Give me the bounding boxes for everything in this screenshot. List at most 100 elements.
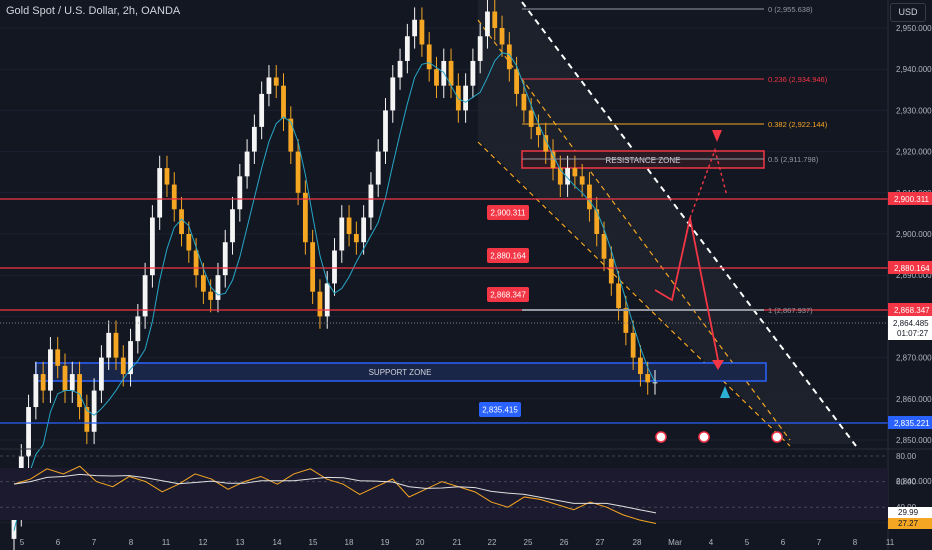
projection-arrowhead bbox=[712, 360, 724, 370]
axis-level-bg bbox=[888, 192, 932, 205]
time-tick-label: 7 bbox=[817, 538, 822, 547]
candle-body bbox=[281, 85, 286, 119]
candle-body bbox=[499, 28, 505, 45]
candle-body bbox=[579, 176, 585, 185]
time-tick-label: Mar bbox=[668, 538, 682, 547]
candle-body bbox=[565, 168, 570, 185]
time-tick-label: 12 bbox=[199, 538, 208, 547]
candle-body bbox=[69, 374, 75, 391]
candle-body bbox=[616, 283, 621, 309]
axis-level-label: 2,868.347 bbox=[894, 306, 930, 315]
candle-body bbox=[353, 234, 359, 243]
candle-body bbox=[11, 514, 17, 539]
fib-label: 0.382 (2,922.144) bbox=[768, 120, 828, 129]
price-tick-label: 2,870.000 bbox=[896, 354, 932, 363]
candle-body bbox=[594, 209, 600, 234]
time-tick-label: 6 bbox=[56, 538, 61, 547]
time-tick-label: 11 bbox=[162, 538, 171, 547]
fib-label: 0 (2,955.638) bbox=[768, 5, 813, 14]
candle-body bbox=[521, 93, 527, 111]
candle-body bbox=[251, 126, 257, 152]
fib-label: 0.236 (2,934.946) bbox=[768, 75, 828, 84]
time-tick-label: 11 bbox=[886, 538, 895, 547]
current-price-label: 2,864.485 bbox=[893, 319, 929, 328]
candle-body bbox=[237, 176, 243, 210]
event-flag-icon bbox=[771, 431, 783, 443]
level-label-bg bbox=[487, 287, 529, 302]
candle-body bbox=[645, 374, 651, 383]
currency-button[interactable]: USD bbox=[890, 3, 926, 22]
candle-body bbox=[434, 69, 439, 86]
candle-body bbox=[295, 151, 301, 193]
time-axis[interactable]: 5 6 7 8 11 12 13 14 15 18 19 20 21 22 25 26 27 28 Mar 4 5 6 7 8… bbox=[20, 538, 895, 547]
candle-body bbox=[288, 118, 294, 152]
buy-arrow-icon bbox=[720, 386, 730, 398]
candle-body bbox=[106, 332, 112, 358]
candle-body bbox=[324, 283, 330, 317]
axis-level-bg bbox=[888, 261, 932, 274]
candle-body bbox=[128, 341, 133, 375]
candle-body bbox=[179, 209, 184, 234]
candle-body bbox=[404, 36, 410, 61]
candle-body bbox=[273, 77, 279, 86]
time-tick-label: 21 bbox=[453, 538, 462, 547]
time-tick-label: 7 bbox=[92, 538, 97, 547]
time-tick-label: 15 bbox=[309, 538, 318, 547]
candle-body bbox=[62, 365, 68, 391]
candle-body bbox=[332, 250, 337, 284]
candle-body bbox=[84, 407, 90, 432]
candle-body bbox=[113, 332, 119, 358]
candle-body bbox=[200, 275, 206, 292]
candle-body bbox=[193, 250, 199, 276]
candle-body bbox=[397, 60, 403, 78]
candle-body bbox=[608, 258, 614, 284]
candle-body bbox=[506, 44, 512, 70]
level-label: 2,900.311 bbox=[491, 209, 527, 218]
candle-body bbox=[426, 44, 432, 70]
candle-body bbox=[528, 110, 534, 127]
current-price-bg bbox=[888, 316, 932, 340]
overlays-layer: 2,900.311 2,880.164 2,868.347 2,835.415 0 (2… bbox=[0, 5, 888, 443]
chart-title: Gold Spot / U.S. Dollar, 2h, OANDA bbox=[6, 5, 181, 17]
axis-level-bg bbox=[888, 303, 932, 316]
candle-body bbox=[26, 407, 31, 457]
candle-body bbox=[99, 357, 104, 391]
candle-body bbox=[244, 151, 250, 177]
axis-level-label: 2,835.221 bbox=[894, 419, 930, 428]
candle-body bbox=[536, 126, 541, 136]
candle-body bbox=[412, 19, 418, 37]
rsi-ma-line bbox=[13, 473, 657, 514]
candle-body bbox=[514, 69, 520, 94]
time-tick-label: 18 bbox=[345, 538, 354, 547]
channel-lower-line bbox=[477, 141, 791, 447]
candle-body bbox=[470, 60, 476, 86]
price-tick-label: 2,850.000 bbox=[896, 436, 932, 445]
price-axis[interactable]: 2,950.0002,940.0002,930.0002,920.0002,91… bbox=[887, 0, 932, 550]
candle-body bbox=[339, 217, 345, 251]
candle-body bbox=[463, 85, 469, 111]
axis-level-label: 2,900.311 bbox=[894, 195, 930, 204]
candle-body bbox=[266, 77, 272, 94]
rsi-ma-label: 29.99 bbox=[898, 508, 919, 517]
rsi-band bbox=[0, 468, 888, 520]
candle-body bbox=[557, 168, 563, 185]
axis-level-bg bbox=[888, 416, 932, 429]
price-tick-label: 2,890.000 bbox=[896, 271, 932, 280]
candle-body bbox=[215, 275, 221, 300]
rsi-label: 27.27 bbox=[898, 519, 919, 528]
candle-body bbox=[40, 374, 46, 391]
candle-body bbox=[630, 332, 636, 358]
candle-body bbox=[91, 390, 97, 432]
candle-body bbox=[638, 357, 643, 375]
level-label: 2,868.347 bbox=[490, 291, 526, 300]
axis-level-label: 2,880.164 bbox=[894, 264, 930, 273]
support-zone-label: SUPPORT ZONE bbox=[369, 368, 432, 377]
candle-body bbox=[419, 19, 425, 45]
candle-body bbox=[142, 275, 148, 317]
candle-body bbox=[164, 168, 170, 185]
level-label-bg bbox=[479, 402, 521, 417]
candle-body bbox=[120, 357, 126, 375]
event-flag-icon bbox=[698, 431, 710, 443]
